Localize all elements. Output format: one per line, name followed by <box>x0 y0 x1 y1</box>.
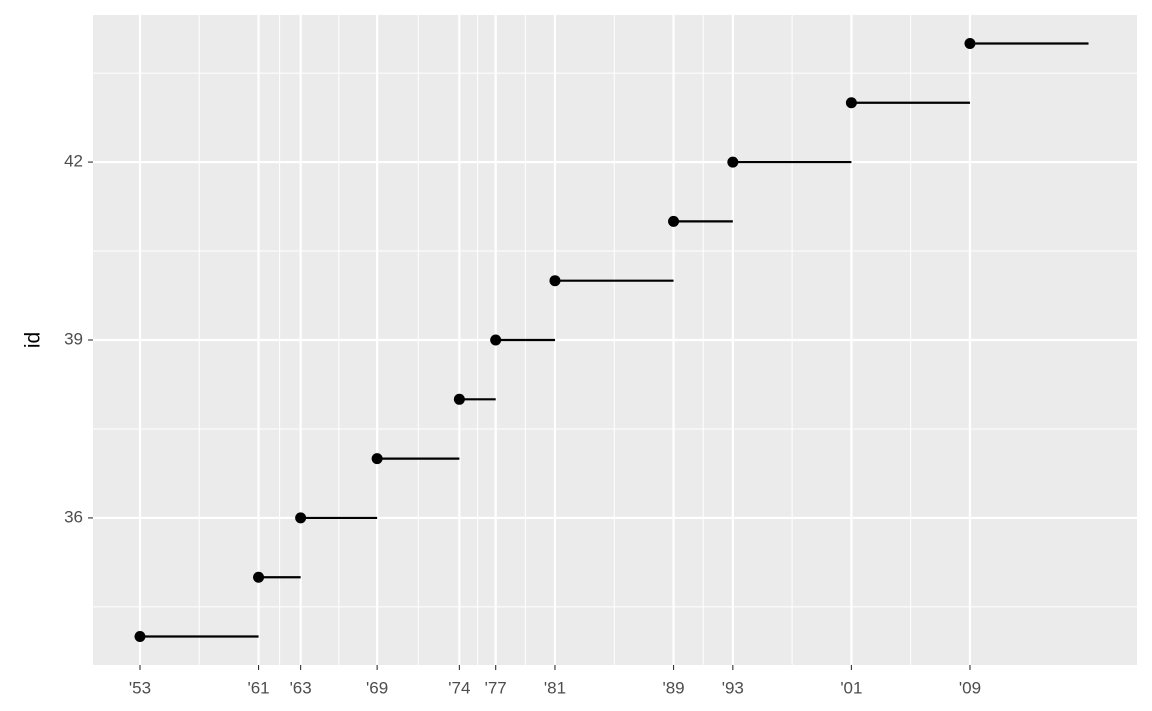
y-tick-label: 36 <box>64 507 83 526</box>
x-tick-label: '69 <box>366 678 388 697</box>
x-tick-label: '09 <box>959 678 981 697</box>
point <box>727 156 739 168</box>
point <box>134 631 146 643</box>
x-tick-label: '74 <box>448 678 470 697</box>
point <box>549 275 561 287</box>
x-tick-label: '77 <box>485 678 507 697</box>
x-tick-label: '61 <box>247 678 269 697</box>
point <box>964 37 976 49</box>
y-tick-label: 39 <box>64 329 83 348</box>
point <box>253 571 265 583</box>
point <box>295 512 307 524</box>
point <box>371 453 383 465</box>
point <box>668 215 680 227</box>
x-tick-label: '81 <box>544 678 566 697</box>
x-tick-label: '89 <box>662 678 684 697</box>
x-tick-label: '63 <box>290 678 312 697</box>
y-axis-title: id <box>22 332 45 348</box>
point <box>490 334 502 346</box>
point <box>845 97 857 109</box>
x-tick-label: '53 <box>129 678 151 697</box>
y-tick-label: 42 <box>64 152 83 171</box>
point <box>453 393 465 405</box>
x-tick-label: '01 <box>840 678 862 697</box>
x-tick-label: '93 <box>722 678 744 697</box>
